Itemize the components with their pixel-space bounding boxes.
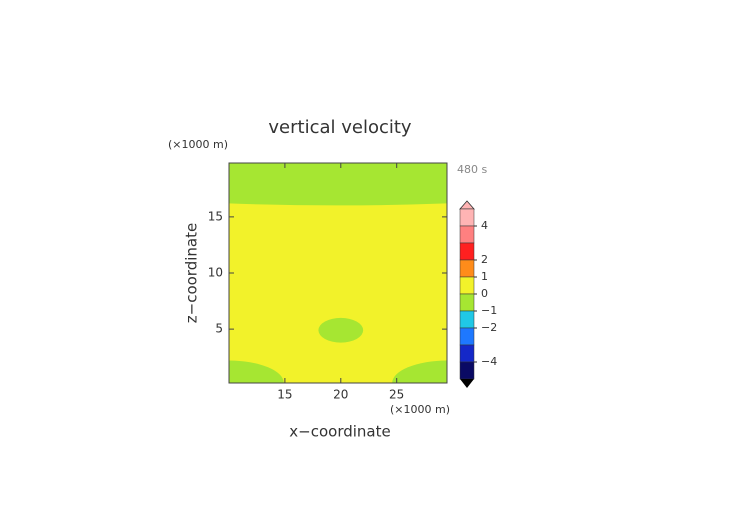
x-axis-label: x−coordinate	[289, 423, 390, 441]
colorbar-tick-label: 0	[481, 287, 488, 300]
x-tick-label: 20	[333, 388, 348, 402]
chart-title: vertical velocity	[268, 117, 412, 138]
colorbar-tick-label: 2	[481, 253, 488, 266]
y-axis-label: z−coordinate	[183, 223, 201, 323]
time-label: 480 s	[457, 163, 487, 176]
colorbar-box	[459, 293, 475, 312]
colorbar-box	[459, 310, 475, 329]
colorbar-tick-label: −1	[481, 304, 497, 317]
colorbar-box	[459, 259, 475, 278]
y-tick-label: 10	[208, 266, 223, 280]
colorbar-box	[459, 225, 475, 244]
contour-region	[229, 163, 447, 206]
colorbar-tick-label: −2	[481, 321, 497, 334]
colorbar-box	[459, 208, 475, 227]
contour-region	[229, 360, 284, 383]
colorbar-box	[459, 361, 475, 380]
colorbar-tick-label: −4	[481, 355, 497, 368]
x-unit-label: (×1000 m)	[390, 403, 450, 416]
colorbar-box	[459, 276, 475, 295]
y-tick-label: 5	[215, 322, 223, 336]
x-tick-label: 25	[389, 388, 404, 402]
colorbar-box	[459, 242, 475, 261]
colorbar-box	[459, 344, 475, 363]
y-unit-label: (×1000 m)	[168, 138, 228, 151]
contour-region	[392, 360, 447, 383]
colorbar-box	[459, 327, 475, 346]
colorbar-tick-label: 4	[481, 219, 488, 232]
y-tick-label: 15	[208, 209, 223, 223]
colorbar-arrow	[460, 379, 474, 388]
x-tick-label: 15	[277, 388, 292, 402]
colorbar-arrow	[459, 200, 475, 210]
colorbar-tick-label: 1	[481, 270, 488, 283]
contour-region	[318, 317, 364, 343]
field	[229, 163, 447, 383]
